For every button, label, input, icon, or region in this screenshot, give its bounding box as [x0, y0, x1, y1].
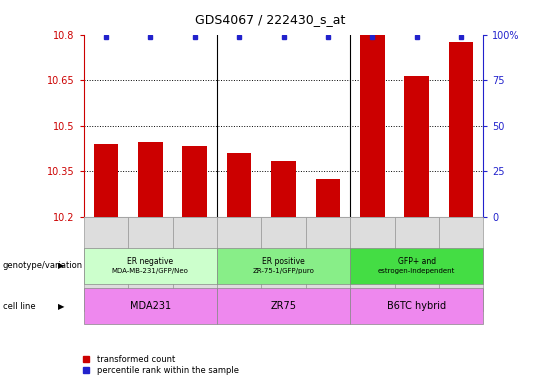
Bar	[138, 142, 163, 217]
Bar	[94, 144, 118, 217]
Bar	[449, 42, 473, 217]
Text: genotype/variation: genotype/variation	[3, 262, 83, 270]
Text: cell line: cell line	[3, 302, 35, 311]
Text: ZR75: ZR75	[271, 301, 296, 311]
Text: B6TC hybrid: B6TC hybrid	[387, 301, 446, 311]
Bar	[271, 161, 296, 217]
Text: estrogen-independent: estrogen-independent	[378, 268, 455, 273]
Bar	[227, 153, 251, 217]
Bar	[183, 146, 207, 217]
Text: ER positive: ER positive	[262, 257, 305, 266]
Text: ▶: ▶	[58, 262, 64, 270]
Text: ER negative: ER negative	[127, 257, 173, 266]
Bar	[316, 179, 340, 217]
Text: MDA231: MDA231	[130, 301, 171, 311]
Text: GDS4067 / 222430_s_at: GDS4067 / 222430_s_at	[195, 13, 345, 26]
Text: GFP+ and: GFP+ and	[397, 257, 436, 266]
Text: MDA-MB-231/GFP/Neo: MDA-MB-231/GFP/Neo	[112, 268, 189, 273]
Bar	[404, 76, 429, 217]
Legend: transformed count, percentile rank within the sample: transformed count, percentile rank withi…	[75, 352, 242, 378]
Text: ▶: ▶	[58, 302, 64, 311]
Text: ZR-75-1/GFP/puro: ZR-75-1/GFP/puro	[253, 268, 314, 273]
Bar	[360, 35, 384, 217]
